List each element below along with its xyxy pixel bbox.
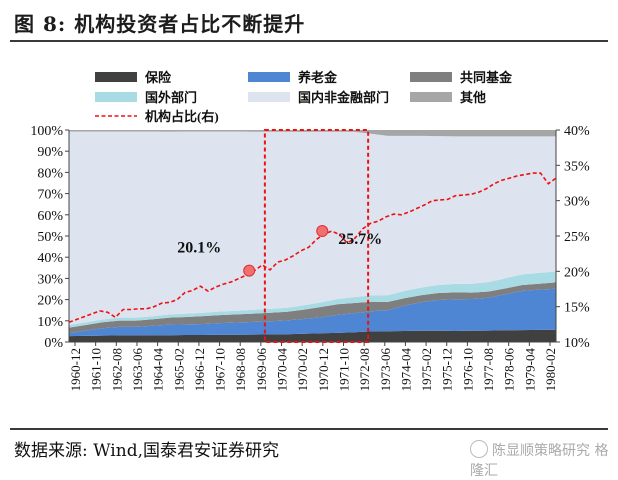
highlight-box [263, 129, 370, 343]
x-tick-label: 1972-08 [357, 348, 372, 391]
area-series-1 [69, 288, 556, 337]
x-tick-label: 1964-04 [151, 348, 166, 392]
legend-label: 机构占比(右) [145, 109, 219, 124]
legend-swatch [248, 92, 290, 102]
y-right-tick-label: 35% [564, 159, 590, 174]
y-left-tick-label: 70% [37, 188, 63, 203]
legend-label: 其他 [460, 90, 486, 105]
x-tick-label: 1970-04 [275, 348, 290, 392]
legend-swatch [248, 72, 290, 82]
x-tick-label: 1977-08 [481, 348, 496, 391]
y-left-tick-label: 90% [37, 145, 63, 160]
y-left-tick-label: 10% [37, 315, 63, 330]
x-tick-label: 1979-04 [522, 348, 537, 392]
x-tick-label: 1980-02 [543, 348, 558, 391]
annotation-label: 25.7% [338, 231, 382, 248]
x-tick-label: 1970-02 [295, 348, 310, 391]
wechat-icon [470, 440, 488, 458]
y-left-tick-label: 50% [37, 230, 63, 245]
annotation-point [316, 225, 329, 238]
y-left-tick-label: 40% [37, 251, 63, 266]
source-rule [10, 428, 608, 430]
source-note: 数据来源: Wind,国泰君安证券研究 [14, 441, 279, 461]
area-series-5 [69, 130, 556, 137]
x-tick-label: 1965-02 [171, 348, 186, 391]
legend-label: 国内非金融部门 [298, 90, 389, 105]
x-tick-label: 1967-10 [213, 348, 228, 391]
y-left-tick-label: 30% [37, 272, 63, 287]
x-tick-label: 1971-10 [336, 348, 351, 391]
title-rule [10, 40, 608, 42]
legend-label: 共同基金 [460, 70, 513, 85]
y-left-tick-label: 20% [37, 294, 63, 309]
legend-swatch [95, 92, 137, 102]
area-series-4 [69, 131, 556, 325]
legend-swatch [95, 72, 137, 82]
annotation-label: 20.1% [177, 240, 221, 257]
line-series-institutional-share [68, 172, 557, 323]
watermark: 陈显顺策略研究 格隆汇 [470, 440, 618, 480]
x-tick-label: 1973-06 [378, 348, 393, 392]
x-tick-label: 1976-10 [460, 348, 475, 391]
area-series-0 [69, 329, 556, 342]
area-series-3 [69, 271, 556, 328]
figure-title: 图 8: 机构投资者占比不断提升 [14, 12, 306, 36]
legend-swatch [410, 92, 452, 102]
y-left-tick-label: 60% [37, 209, 63, 224]
legend-label: 国外部门 [145, 90, 197, 105]
x-tick-label: 1961-10 [89, 348, 104, 391]
x-tick-label: 1969-06 [254, 348, 269, 392]
annotation-point [243, 264, 256, 277]
y-right-tick-label: 10% [564, 336, 590, 351]
x-tick-label: 1978-06 [502, 348, 517, 392]
x-tick-label: 1974-04 [398, 348, 413, 392]
watermark-text: 陈显顺策略研究 格隆汇 [470, 443, 609, 479]
area-series-2 [69, 282, 556, 333]
x-tick-label: 1963-06 [130, 348, 145, 392]
y-right-tick-label: 30% [564, 195, 590, 210]
legend-label: 保险 [144, 70, 172, 85]
y-right-tick-label: 15% [564, 301, 590, 316]
legend-label: 养老金 [297, 70, 338, 85]
legend-swatch [410, 72, 452, 82]
x-tick-label: 1970-12 [316, 348, 331, 391]
x-tick-label: 1966-12 [192, 348, 207, 391]
x-tick-label: 1975-02 [419, 348, 434, 391]
x-tick-label: 1975-12 [440, 348, 455, 391]
y-left-tick-label: 100% [30, 124, 63, 139]
y-right-tick-label: 20% [564, 265, 590, 280]
y-right-tick-label: 25% [564, 230, 590, 245]
y-left-tick-label: 80% [37, 166, 63, 181]
y-right-tick-label: 40% [564, 124, 590, 139]
y-left-tick-label: 0% [44, 336, 63, 351]
x-tick-label: 1960-12 [68, 348, 83, 391]
x-tick-label: 1968-08 [233, 348, 248, 391]
chart: 0% 10% 20% 30% 40% 50% 60% 70% 80% 90% 100% 10% 15% 2… [30, 70, 590, 392]
x-tick-label: 1962-08 [109, 348, 124, 391]
